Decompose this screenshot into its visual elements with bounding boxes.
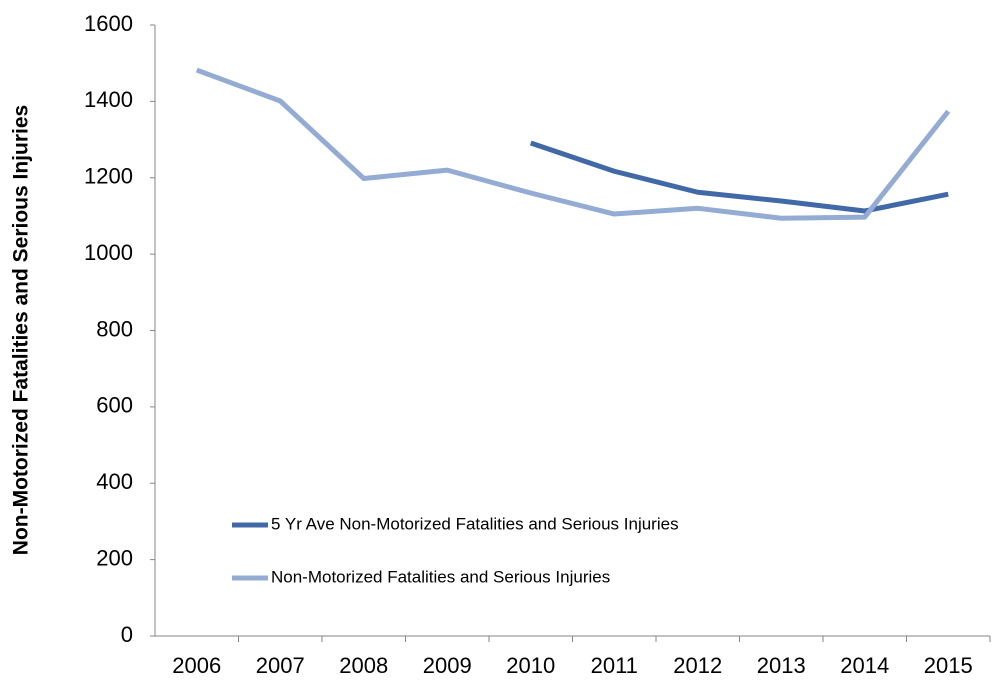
y-tick-label: 1600 [84,11,133,36]
y-tick-label: 1400 [84,87,133,112]
x-tick-label: 2007 [256,653,305,678]
legend-label: 5 Yr Ave Non-Motorized Fatalities and Se… [271,514,679,533]
x-tick-label: 2008 [339,653,388,678]
legend-label: Non-Motorized Fatalities and Serious Inj… [271,567,610,586]
y-tick-label: 200 [96,545,133,570]
x-tick-label: 2011 [591,653,638,678]
y-tick-label: 0 [121,622,133,647]
series-line [529,140,949,214]
x-tick-label: 2014 [840,653,889,678]
y-axis-label: Non-Motorized Fatalities and Serious Inj… [10,105,33,555]
y-tick-label: 1000 [84,240,133,265]
y-tick-label: 600 [96,393,133,418]
y-tick-label: 800 [96,316,133,341]
y-tick-label: 1200 [84,164,133,189]
x-tick-label: 2009 [423,653,472,678]
x-tick-label: 2010 [506,653,555,678]
x-tick-label: 2006 [172,653,221,678]
x-tick-label: 2015 [924,653,973,678]
x-tick-label: 2013 [757,653,806,678]
y-tick-label: 400 [96,469,133,494]
x-tick-label: 2012 [673,653,722,678]
series-line [195,67,951,221]
